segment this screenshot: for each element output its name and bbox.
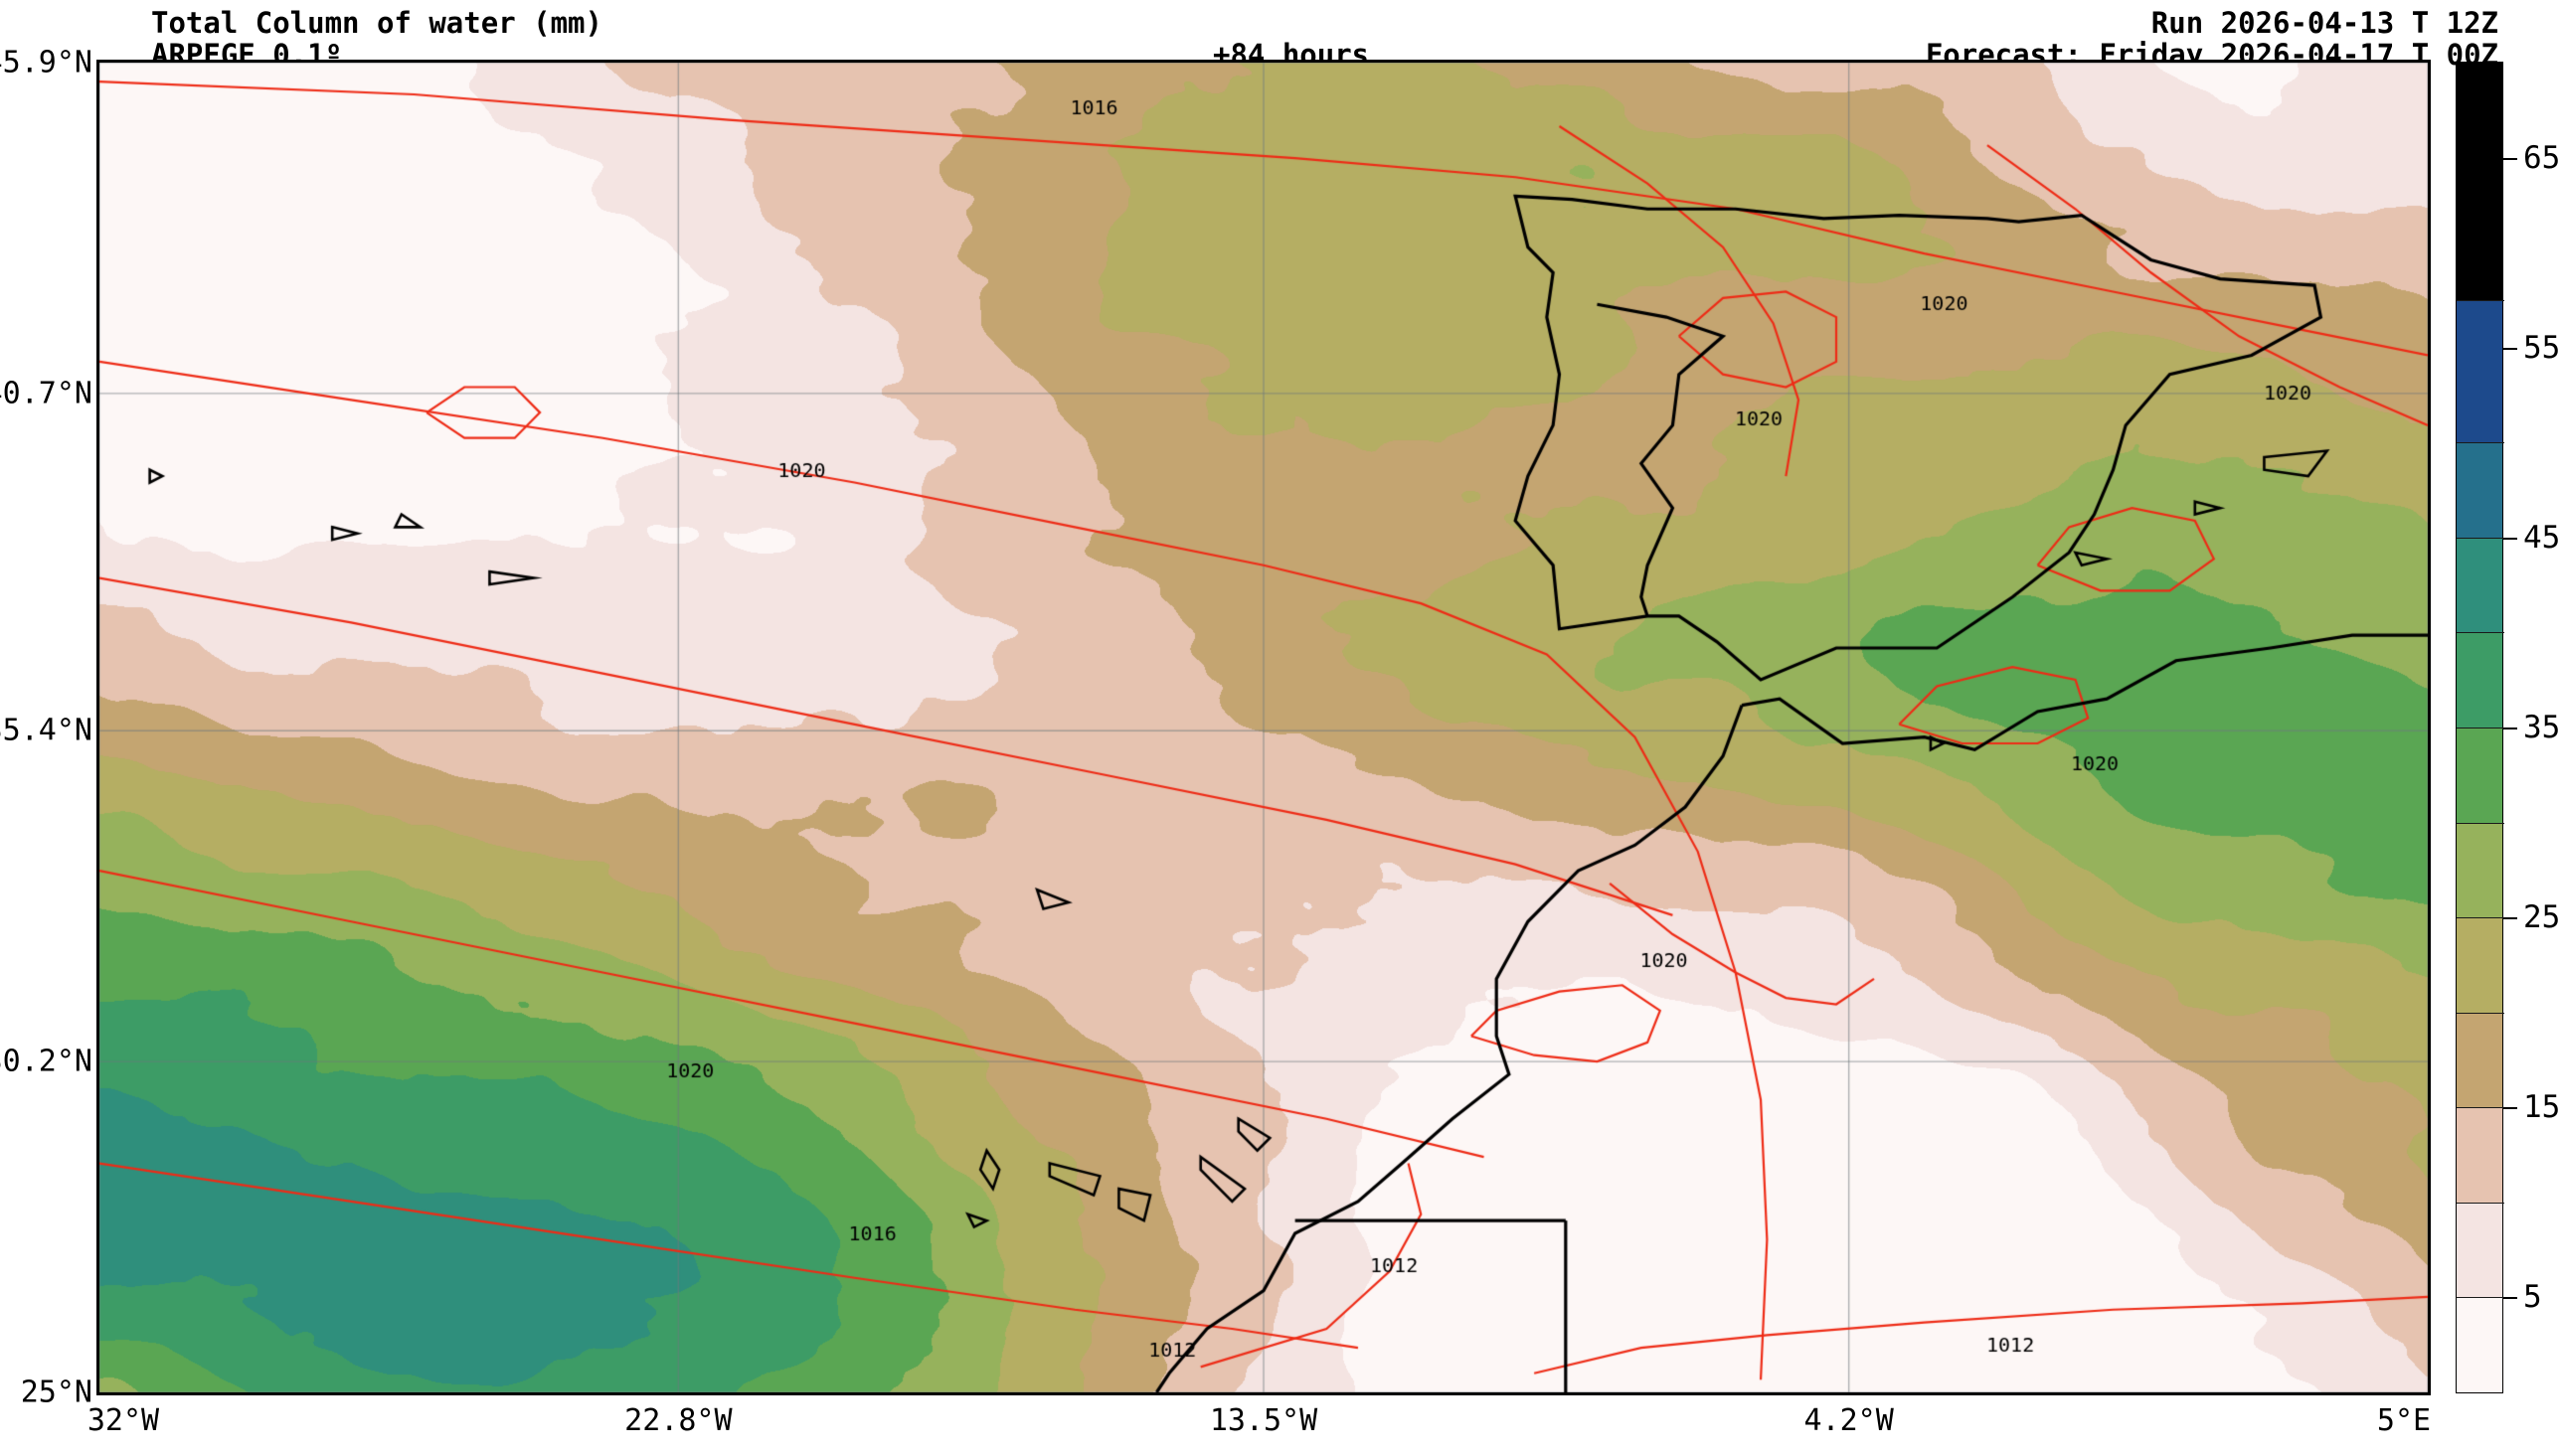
colorbar-tick (2503, 1107, 2517, 1110)
colorbar-tick (2503, 728, 2517, 729)
longitude-tick-label: 4.2°W (1803, 1403, 1894, 1438)
colorbar-tick (2503, 347, 2517, 350)
colorbar-tick (2503, 157, 2517, 160)
colorbar-band (2457, 632, 2502, 728)
longitude-tick-label: 5°E (2376, 1403, 2432, 1438)
colorbar-band (2457, 1107, 2502, 1203)
latitude-tick-label: 25°N (20, 1375, 92, 1410)
colorbar-separator (2457, 537, 2504, 539)
colorbar-separator (2457, 632, 2504, 634)
colorbar-band (2457, 917, 2502, 1013)
colorbar-separator (2457, 1107, 2504, 1109)
colorbar-band (2457, 537, 2502, 633)
latitude-tick-label: 30.2°N (0, 1044, 92, 1079)
colorbar-band (2457, 1202, 2502, 1298)
colorbar-tick-label: 5 (2523, 1279, 2542, 1316)
colorbar-band (2457, 63, 2502, 300)
colorbar-band (2457, 822, 2502, 918)
chart-header: Total Column of water (mm) ARPEGE 0.1º +… (0, 0, 2560, 72)
colorbar-separator (2457, 442, 2504, 444)
colorbar[interactable] (2456, 62, 2504, 1393)
colorbar-tick-label: 25 (2523, 899, 2560, 936)
longitude-tick-label: 13.5°W (1209, 1403, 1318, 1438)
latitude-tick-label: 40.7°N (0, 376, 92, 411)
colorbar-tick-label: 65 (2523, 139, 2560, 176)
colorbar-separator (2457, 299, 2504, 301)
weather-map[interactable] (96, 60, 2431, 1395)
run-timestamp-label: Run 2026-04-13 T 12Z (2150, 6, 2498, 40)
colorbar-separator (2457, 1297, 2504, 1299)
colorbar-band (2457, 728, 2502, 823)
latitude-tick-label: 45.9°N (0, 45, 92, 81)
colorbar-tick-label: 55 (2523, 329, 2560, 366)
map-raster (99, 63, 2428, 1392)
colorbar-separator (2457, 822, 2504, 824)
longitude-tick-label: 32°W (86, 1403, 160, 1438)
latitude-tick-label: 35.4°N (0, 713, 92, 748)
colorbar-separator (2457, 1012, 2504, 1014)
colorbar-separator (2457, 1202, 2504, 1204)
colorbar-band (2457, 1297, 2502, 1392)
colorbar-tick-label: 35 (2523, 710, 2560, 745)
colorbar-separator (2457, 917, 2504, 919)
colorbar-tick-label: 45 (2523, 519, 2560, 556)
colorbar-tick (2503, 917, 2517, 920)
colorbar-tick (2503, 537, 2517, 540)
colorbar-band (2457, 299, 2502, 443)
colorbar-tick (2503, 1297, 2517, 1300)
colorbar-tick-label: 15 (2523, 1089, 2560, 1126)
colorbar-band (2457, 1012, 2502, 1108)
page-title: Total Column of water (mm) (151, 6, 602, 40)
colorbar-band (2457, 442, 2502, 538)
longitude-tick-label: 22.8°W (624, 1403, 733, 1438)
